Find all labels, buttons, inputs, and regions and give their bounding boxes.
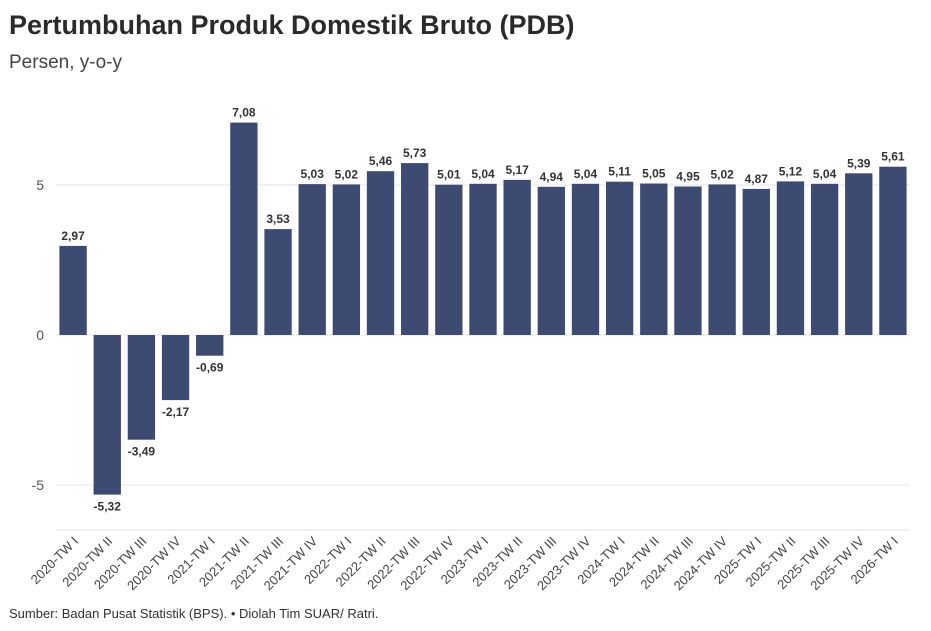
data-label: 4,94 — [540, 170, 564, 184]
bar — [264, 229, 292, 335]
bar — [845, 173, 873, 335]
data-label: 5,02 — [710, 167, 734, 181]
bar — [708, 184, 736, 335]
data-label: 5,04 — [471, 167, 495, 181]
bar — [93, 335, 121, 495]
data-label: 5,01 — [437, 168, 461, 182]
data-label: 5,39 — [847, 156, 871, 170]
data-label: 7,08 — [232, 106, 256, 120]
bar — [59, 245, 87, 335]
data-label: -3,49 — [128, 445, 156, 459]
y-tick-label: 0 — [36, 327, 44, 343]
data-label: 5,04 — [574, 167, 598, 181]
data-label: 4,95 — [676, 170, 700, 184]
bar — [332, 184, 361, 335]
chart-area: -5 0 5 2,97 2020-TW I -5,32 2020-TW II -3,49 202… — [28, 106, 910, 593]
bar — [776, 181, 805, 335]
bar — [503, 179, 531, 335]
bar — [469, 183, 497, 335]
source-note: Sumber: Badan Pusat Statistik (BPS). • D… — [9, 606, 379, 621]
data-label: 4,87 — [745, 172, 769, 186]
bar — [742, 188, 770, 335]
bar — [571, 183, 600, 335]
data-label: 5,05 — [642, 167, 666, 181]
bar — [810, 183, 839, 335]
bar — [879, 166, 907, 335]
y-tick-label: -5 — [32, 477, 45, 493]
data-label: 5,02 — [335, 167, 359, 181]
data-label: -0,69 — [196, 361, 224, 375]
data-label: 5,73 — [403, 146, 427, 160]
data-label: 5,11 — [608, 165, 631, 179]
chart-subtitle: Persen, y-o-y — [9, 52, 122, 73]
data-label: -5,32 — [94, 500, 122, 514]
data-label: 5,03 — [301, 167, 325, 181]
bar — [127, 335, 156, 440]
bar — [161, 335, 190, 401]
data-label: -2,17 — [162, 405, 190, 419]
y-tick-label: 5 — [36, 177, 44, 193]
data-label: 5,04 — [813, 167, 837, 181]
data-label: 5,17 — [505, 163, 529, 177]
bar — [674, 186, 702, 335]
bar — [605, 181, 634, 335]
bar — [196, 335, 224, 356]
data-label: 3,53 — [266, 212, 290, 226]
data-label: 5,46 — [369, 154, 393, 168]
bar — [366, 171, 395, 335]
bar — [230, 122, 258, 335]
data-label: 5,61 — [881, 150, 905, 164]
data-label: 2,97 — [61, 229, 85, 243]
bar — [435, 184, 463, 335]
bar — [298, 184, 326, 335]
bar — [640, 183, 668, 335]
bar — [401, 163, 429, 335]
bar — [537, 186, 565, 335]
data-label: 5,12 — [779, 164, 803, 178]
chart-title: Pertumbuhan Produk Domestik Bruto (PDB) — [9, 10, 575, 40]
